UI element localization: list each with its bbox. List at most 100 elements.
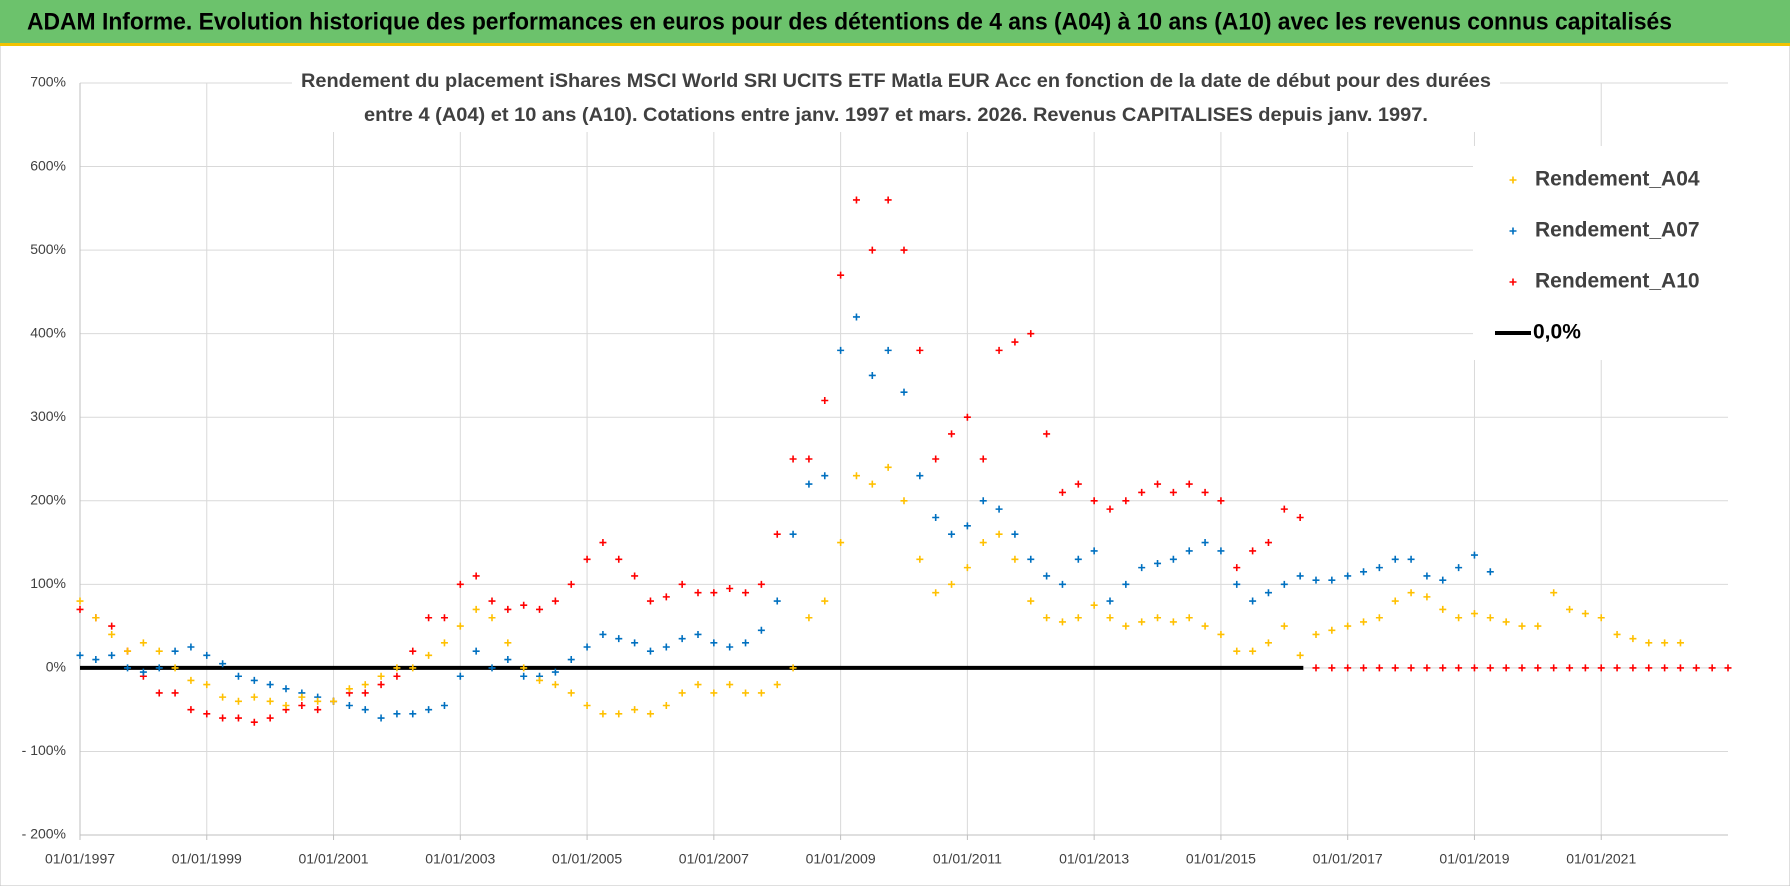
y-tick-label: 0% (46, 659, 66, 675)
point (377, 681, 385, 689)
point (789, 664, 797, 672)
point (852, 313, 860, 321)
point (551, 681, 559, 689)
x-tick-label: 01/01/1999 (172, 851, 242, 867)
point (219, 660, 227, 668)
point (250, 693, 258, 701)
point (425, 651, 433, 659)
point (1375, 664, 1383, 672)
point (1550, 664, 1558, 672)
point (599, 539, 607, 547)
point (171, 647, 179, 655)
point (1581, 664, 1589, 672)
x-tick-label: 01/01/2021 (1566, 851, 1636, 867)
point (710, 689, 718, 697)
y-tick-label: - 200% (22, 826, 66, 842)
point (187, 676, 195, 684)
y-tick-label: 100% (30, 575, 66, 591)
point (757, 626, 765, 634)
point (219, 714, 227, 722)
point (250, 676, 258, 684)
point (1233, 647, 1241, 655)
point (1043, 572, 1051, 580)
point (76, 651, 84, 659)
point (599, 630, 607, 638)
point (805, 480, 813, 488)
point (393, 664, 401, 672)
point (520, 672, 528, 680)
point (1676, 639, 1684, 647)
point (1407, 589, 1415, 597)
x-tick-label: 01/01/2001 (298, 851, 368, 867)
point (979, 497, 987, 505)
x-tick-label: 01/01/2017 (1313, 851, 1383, 867)
point (1296, 572, 1304, 580)
point (1201, 539, 1209, 547)
point (488, 664, 496, 672)
point (203, 681, 211, 689)
legend: Rendement_A04 Rendement_A07 Rendement_A10 0… (1495, 168, 1700, 344)
y-tick-label: 400% (30, 324, 66, 340)
point (409, 664, 417, 672)
y-tick-label: 700% (30, 74, 66, 90)
x-tick-label: 01/01/2009 (806, 851, 876, 867)
point (662, 593, 670, 601)
point (1122, 622, 1130, 630)
legend-label: 0,0% (1533, 321, 1581, 344)
point (203, 651, 211, 659)
y-tick-label: - 100% (22, 742, 66, 758)
point (456, 672, 464, 680)
point (726, 681, 734, 689)
point (662, 643, 670, 651)
point (1074, 614, 1082, 622)
point (1375, 614, 1383, 622)
point (456, 622, 464, 630)
point (393, 672, 401, 680)
point (948, 580, 956, 588)
point (234, 672, 242, 680)
point (1502, 618, 1510, 626)
point (932, 455, 940, 463)
point (1249, 597, 1257, 605)
point (1011, 338, 1019, 346)
point (393, 710, 401, 718)
point (551, 597, 559, 605)
point (488, 614, 496, 622)
point (1391, 597, 1399, 605)
point (1185, 480, 1193, 488)
point (742, 639, 750, 647)
point (1534, 664, 1542, 672)
point (76, 597, 84, 605)
point (599, 710, 607, 718)
x-tick-label: 01/01/2019 (1439, 851, 1509, 867)
point (1090, 497, 1098, 505)
point (1566, 664, 1574, 672)
point (631, 639, 639, 647)
point (1249, 647, 1257, 655)
point (298, 701, 306, 709)
point (472, 647, 480, 655)
point (1058, 580, 1066, 588)
point (1122, 497, 1130, 505)
point (852, 196, 860, 204)
point (631, 706, 639, 714)
point (757, 580, 765, 588)
point (314, 697, 322, 705)
point (1154, 559, 1162, 567)
point (536, 605, 544, 613)
point (1486, 568, 1494, 576)
point (995, 346, 1003, 354)
point (1217, 547, 1225, 555)
point (1724, 664, 1732, 672)
point (694, 589, 702, 597)
point (1613, 664, 1621, 672)
point (1455, 664, 1463, 672)
point (1106, 614, 1114, 622)
point (504, 656, 512, 664)
point (1360, 664, 1368, 672)
legend-swatch (1509, 227, 1517, 235)
point (805, 455, 813, 463)
point (330, 697, 338, 705)
point (1296, 513, 1304, 521)
subtitle: Rendement du placement iShares MSCI Worl… (301, 71, 1491, 92)
